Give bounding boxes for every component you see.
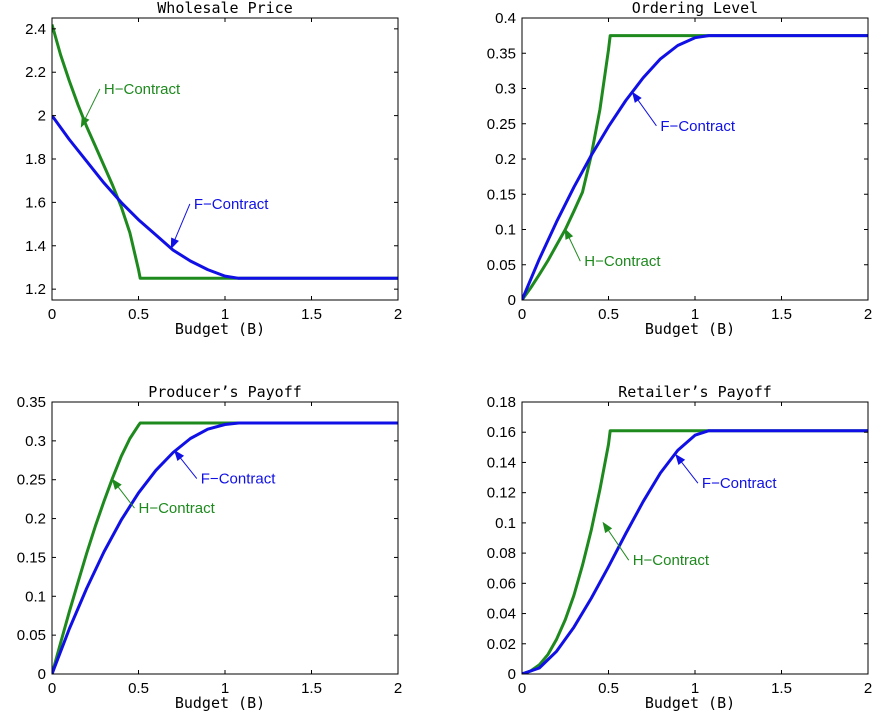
wholesale-price-xtick-label: 0.5 — [128, 306, 149, 323]
retailers-payoff-xtick-label: 0.5 — [598, 680, 619, 697]
ordering-level-ytick-label: 0.4 — [495, 10, 516, 27]
ordering-level-annotation-arrowhead — [564, 228, 574, 240]
retailers-payoff-ytick-label: 0.08 — [487, 545, 516, 562]
retailers-payoff-series-h-contract — [522, 429, 868, 674]
wholesale-price-xlabel: Budget (B) — [175, 320, 265, 338]
retailers-payoff-xtick-label: 1 — [691, 680, 699, 697]
retailers-payoff-series-f-contract — [522, 429, 868, 674]
ordering-level-ytick-label: 0.35 — [487, 45, 516, 62]
ordering-level-ytick-label: 0.2 — [495, 151, 516, 168]
retailers-payoff-panel: 0 0.5 1 1.5 2 0 0.02 0.04 0.06 0.08 0.1 0.12 0.14 0.1… — [487, 383, 872, 712]
wholesale-price-annotation-f-contract: F−Contract — [194, 196, 269, 213]
producers-payoff-annotation-f-contract: F−Contract — [201, 471, 276, 488]
retailers-payoff-ytick-label: 0.1 — [495, 515, 516, 532]
producers-payoff-axes-box — [51, 401, 399, 675]
ordering-level-xtick-label: 1.5 — [771, 306, 792, 323]
wholesale-price-xtick-label: 2 — [394, 306, 402, 323]
retailers-payoff-ytick-label: 0.16 — [487, 424, 516, 441]
producers-payoff-series-f-contract — [52, 421, 398, 674]
producers-payoff-annotation-arrowhead — [111, 478, 122, 490]
retailers-payoff-ytick-label: 0 — [508, 666, 516, 683]
ordering-level-xtick-label: 1 — [691, 306, 699, 323]
retailers-payoff-title: Retailer’s Payoff — [618, 383, 772, 401]
wholesale-price-ytick-label: 2.2 — [25, 64, 46, 81]
producers-payoff-xtick-label: 1.5 — [301, 680, 322, 697]
retailers-payoff-annotation-f-contract: F−Contract — [702, 475, 777, 492]
wholesale-price-xtick-label: 1 — [221, 306, 229, 323]
ordering-level-annotation-h-contract: H−Contract — [584, 253, 661, 270]
ordering-level-title: Ordering Level — [632, 0, 758, 17]
ordering-level-panel: 0 0.5 1 1.5 2 0 0.05 0.1 0.15 0.2 0.25 0.3 0.35 0.4 Or… — [487, 0, 872, 338]
ordering-level-ytick-label: 0.25 — [487, 116, 516, 133]
producers-payoff-panel: 0 0.5 1 1.5 2 0 0.05 0.1 0.15 0.2 0.25 0.3 0.35 Produ… — [17, 383, 402, 712]
wholesale-price-panel: 0 0.5 1 1.5 2 1.2 1.4 1.6 1.8 2 2.2 2.4 Wholesale Pr… — [25, 0, 402, 338]
wholesale-price-ytick-label: 1.2 — [25, 281, 46, 298]
retailers-payoff-annotation-arrowhead — [602, 521, 613, 534]
wholesale-price-xtick-label: 0 — [48, 306, 56, 323]
ordering-level-annotation-arrowhead — [631, 91, 642, 103]
wholesale-price-ytick-label: 2.4 — [25, 21, 46, 38]
ordering-level-xtick-label: 0 — [518, 306, 526, 323]
producers-payoff-xtick-label: 0 — [48, 680, 56, 697]
ordering-level-annotation-f-contract: F−Contract — [660, 118, 735, 135]
ordering-level-series-f-contract — [522, 34, 868, 300]
producers-payoff-xtick-label: 2 — [394, 680, 402, 697]
ordering-level-ytick-label: 0.05 — [487, 257, 516, 274]
producers-payoff-xlabel: Budget (B) — [175, 694, 265, 712]
ordering-level-ytick-label: 0.15 — [487, 186, 516, 203]
retailers-payoff-annotation-h-contract: H−Contract — [633, 552, 710, 569]
wholesale-price-ytick-label: 1.6 — [25, 194, 46, 211]
producers-payoff-series-h-contract — [52, 421, 398, 674]
producers-payoff-ytick-label: 0.1 — [25, 588, 46, 605]
wholesale-price-title: Wholesale Price — [157, 0, 292, 17]
wholesale-price-series-h-contract — [52, 24, 398, 280]
ordering-level-ytick-label: 0.3 — [495, 81, 516, 98]
producers-payoff-ytick-label: 0 — [38, 666, 46, 683]
retailers-payoff-ytick-label: 0.04 — [487, 606, 516, 623]
wholesale-price-series-f-contract — [52, 114, 398, 280]
ordering-level-ytick-label: 0.1 — [495, 222, 516, 239]
producers-payoff-ytick-label: 0.35 — [17, 394, 46, 411]
producers-payoff-ytick-label: 0.2 — [25, 511, 46, 528]
wholesale-price-ytick-label: 1.8 — [25, 151, 46, 168]
ordering-level-xtick-label: 0.5 — [598, 306, 619, 323]
retailers-payoff-ytick-label: 0.12 — [487, 485, 516, 502]
wholesale-price-ytick-label: 1.4 — [25, 238, 46, 255]
producers-payoff-title: Producer’s Payoff — [148, 383, 302, 401]
wholesale-price-annotation-h-contract: H−Contract — [104, 81, 181, 98]
retailers-payoff-xlabel: Budget (B) — [645, 694, 735, 712]
retailers-payoff-xtick-label: 1.5 — [771, 680, 792, 697]
ordering-level-ytick-label: 0 — [508, 292, 516, 309]
retailers-payoff-ytick-label: 0.02 — [487, 636, 516, 653]
ordering-level-xtick-label: 2 — [864, 306, 872, 323]
producers-payoff-ytick-label: 0.15 — [17, 549, 46, 566]
retailers-payoff-xtick-label: 0 — [518, 680, 526, 697]
producers-payoff-xtick-label: 1 — [221, 680, 229, 697]
wholesale-price-ytick-label: 2 — [38, 108, 46, 125]
wholesale-price-xtick-label: 1.5 — [301, 306, 322, 323]
wholesale-price-annotation-arrowhead — [80, 116, 90, 128]
ordering-level-axes-box — [521, 17, 869, 301]
retailers-payoff-axes-box — [521, 401, 869, 675]
producers-payoff-ytick-label: 0.25 — [17, 472, 46, 489]
retailers-payoff-ytick-label: 0.14 — [487, 454, 516, 471]
producers-payoff-xtick-label: 0.5 — [128, 680, 149, 697]
producers-payoff-ytick-label: 0.3 — [25, 433, 46, 450]
producers-payoff-annotation-h-contract: H−Contract — [139, 500, 216, 517]
producers-payoff-annotation-arrowhead — [173, 449, 185, 462]
retailers-payoff-ytick-label: 0.18 — [487, 394, 516, 411]
wholesale-price-annotation-arrowhead — [170, 237, 179, 250]
retailers-payoff-annotation-arrowhead — [675, 453, 686, 465]
ordering-level-series-h-contract — [522, 34, 868, 300]
wholesale-price-axes-box — [51, 17, 399, 301]
producers-payoff-ytick-label: 0.05 — [17, 627, 46, 644]
retailers-payoff-xtick-label: 2 — [864, 680, 872, 697]
ordering-level-xlabel: Budget (B) — [645, 320, 735, 338]
retailers-payoff-ytick-label: 0.06 — [487, 575, 516, 592]
